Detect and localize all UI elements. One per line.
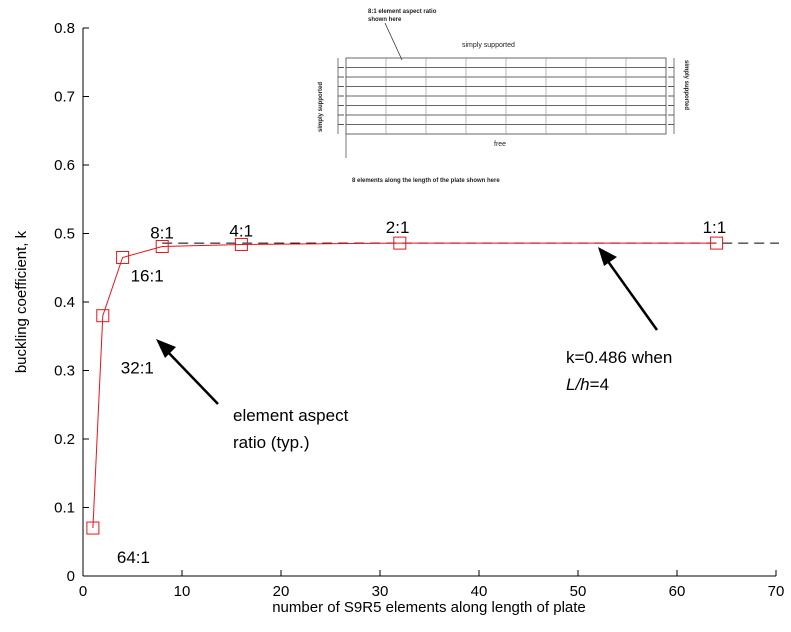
inset-top-edge-label: simply supported xyxy=(462,42,515,49)
data-marker xyxy=(116,250,130,264)
y-tick-label: 0.7 xyxy=(54,89,75,106)
inset-note-top-arrow xyxy=(384,22,403,61)
point-label: 1:1 xyxy=(703,218,727,237)
point-label: 16:1 xyxy=(131,266,164,285)
point-label: 8:1 xyxy=(150,224,174,243)
y-tick-label: 0.8 xyxy=(54,20,75,37)
inset-mesh xyxy=(337,58,675,134)
y-tick-label: 0.1 xyxy=(54,500,75,517)
x-tick-label: 20 xyxy=(273,583,290,600)
y-tick-label: 0.3 xyxy=(54,363,75,380)
x-axis-title: number of S9R5 elements along length of … xyxy=(272,599,586,616)
aspect-annotation-line2: ratio (typ.) xyxy=(233,433,310,452)
x-tick-label: 40 xyxy=(471,583,488,600)
x-tick-label: 30 xyxy=(372,583,389,600)
k-annotation-line1: k=0.486 when xyxy=(566,348,672,367)
data-marker xyxy=(86,521,100,535)
x-tick-label: 0 xyxy=(79,583,87,600)
point-label: 64:1 xyxy=(117,548,150,567)
data-markers xyxy=(86,236,724,535)
y-tick-label: 0.6 xyxy=(54,157,75,174)
aspect-arrow-shaft xyxy=(165,349,219,405)
point-label: 32:1 xyxy=(121,359,154,378)
point-label: 2:1 xyxy=(386,218,410,237)
y-tick-label: 0.5 xyxy=(54,226,75,243)
k-arrow-head xyxy=(598,247,617,266)
x-ticks: 0 10 20 30 40 50 60 70 xyxy=(79,570,785,600)
x-tick-label: 70 xyxy=(768,583,785,600)
inset-right-edge-label: simply supported xyxy=(683,60,689,110)
data-marker xyxy=(96,309,110,323)
x-tick-label: 10 xyxy=(174,583,191,600)
inset-note-top-line1: 8:1 element aspect ratio xyxy=(368,9,437,15)
y-ticks: 0 0.1 0.2 0.3 0.4 0.5 0.6 0.7 0.8 xyxy=(54,20,89,585)
point-labels: 64:1 32:1 16:1 8:1 4:1 2:1 1:1 xyxy=(117,218,726,567)
k-annotation-italic: L/h xyxy=(566,375,590,394)
data-marker xyxy=(393,236,407,250)
inset-bottom-edge-label: free xyxy=(494,141,506,148)
k-arrow-shaft xyxy=(605,259,659,331)
inset-note-bottom: 8 elements along the length of the plate… xyxy=(352,178,500,184)
aspect-annotation-line1: element aspect xyxy=(233,406,349,425)
inset-note-top-line2: shown here xyxy=(368,17,402,23)
y-tick-label: 0.4 xyxy=(54,294,75,311)
x-tick-label: 50 xyxy=(570,583,587,600)
data-marker xyxy=(234,237,248,251)
y-tick-label: 0.2 xyxy=(54,431,75,448)
series-line xyxy=(92,242,717,529)
data-marker xyxy=(710,236,724,250)
inset-plate-diagram: 8:1 element aspect ratio shown here simp… xyxy=(318,9,689,184)
x-tick-label: 60 xyxy=(669,583,686,600)
k-annotation-line2: L/h=4 xyxy=(566,375,609,394)
y-axis-title: buckling coefficient, k xyxy=(13,230,30,373)
aspect-arrow-head xyxy=(156,339,176,358)
y-tick-label: 0 xyxy=(67,568,75,585)
data-marker xyxy=(155,240,169,254)
point-label: 4:1 xyxy=(229,221,253,240)
inset-left-edge-label: simply supported xyxy=(318,82,324,132)
k-annotation-rest: =4 xyxy=(590,375,609,394)
plot-area xyxy=(83,28,776,576)
